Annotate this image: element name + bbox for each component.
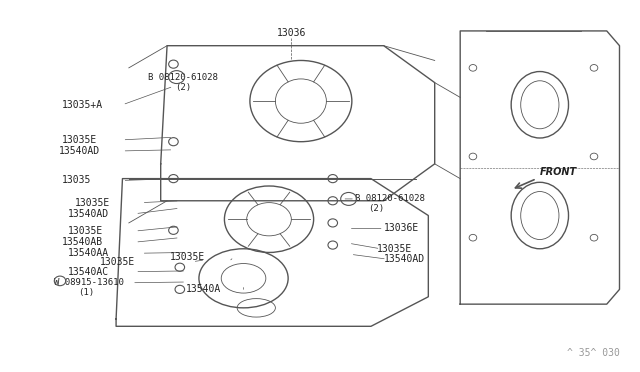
Text: 13035E: 13035E [68,226,104,236]
Text: B 08120-61028: B 08120-61028 [355,195,425,203]
Text: (1): (1) [78,288,94,297]
Text: 13540AA: 13540AA [68,248,109,258]
Text: 13035E: 13035E [170,252,205,262]
Text: 13540AD: 13540AD [59,146,100,156]
Text: 13035E: 13035E [62,135,97,145]
Text: W 08915-13610: W 08915-13610 [54,278,124,287]
Text: 13036: 13036 [276,28,306,38]
Text: FRONT: FRONT [540,167,577,177]
Text: 13540AD: 13540AD [384,254,425,264]
Text: 13540AD: 13540AD [68,209,109,219]
Text: 13540AB: 13540AB [62,237,103,247]
Text: 13035E: 13035E [100,257,136,267]
Text: (2): (2) [368,204,384,214]
Text: ^ 35^ 030: ^ 35^ 030 [566,348,620,358]
Text: 13035E: 13035E [378,244,413,254]
Text: 13540AC: 13540AC [68,267,109,277]
Text: 13035: 13035 [62,176,92,186]
Text: 13036E: 13036E [384,224,419,234]
Text: 13035+A: 13035+A [62,100,103,110]
Text: 13035E: 13035E [75,198,110,208]
Text: B 08120-61028: B 08120-61028 [148,73,218,81]
Text: (2): (2) [175,83,191,92]
Text: 13540A: 13540A [186,283,221,294]
